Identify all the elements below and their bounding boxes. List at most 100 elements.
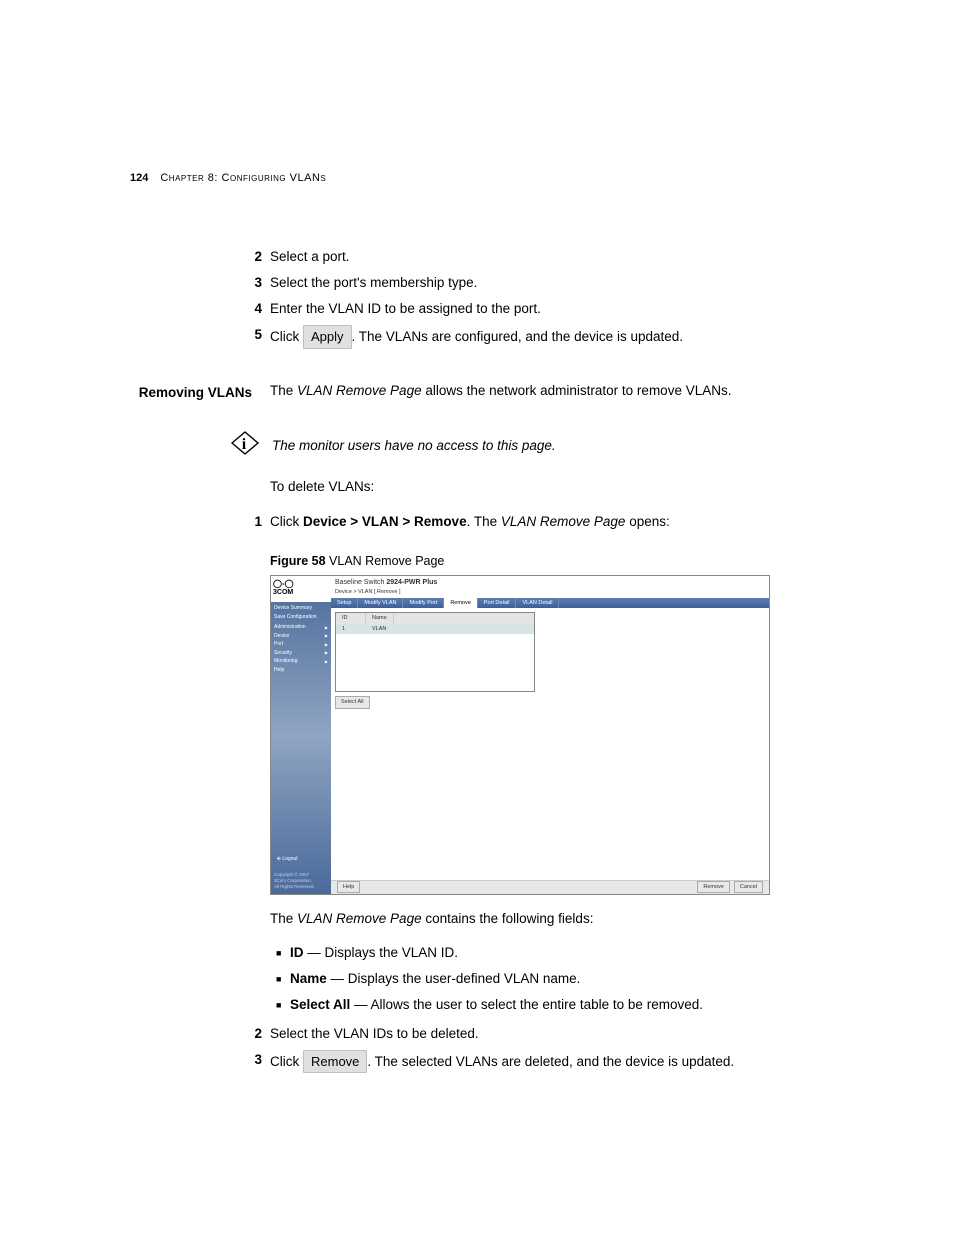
select-all-button[interactable]: Select All [335, 696, 370, 708]
field-item: ■ Name — Displays the user-defined VLAN … [276, 969, 854, 989]
after-figure-text: The VLAN Remove Page contains the follow… [270, 909, 854, 929]
tab-remove[interactable]: Remove [444, 598, 477, 608]
step-number: 4 [244, 299, 262, 319]
ss-breadcrumb: Device > VLAN [ Remove ] [331, 588, 769, 598]
step-mid: . The [467, 514, 501, 529]
intro-post: allows the network administrator to remo… [422, 383, 732, 398]
sidebar-link[interactable]: Device▶ [274, 633, 328, 641]
tab-vlan-detail[interactable]: VLAN Detail [516, 598, 559, 608]
cell-id: 1 [336, 624, 366, 634]
list-row[interactable]: 1 VLAN [336, 624, 534, 634]
copyright-text: Copyright © 2007 3Com Corporation. All R… [274, 872, 315, 890]
field-term: Name [290, 971, 327, 986]
list-header: ID Name [336, 613, 534, 623]
steps-continued: 2 Select a port. 3 Select the port's mem… [270, 247, 854, 349]
chevron-right-icon: ▶ [325, 659, 328, 665]
section-intro: The VLAN Remove Page allows the network … [270, 381, 854, 401]
step-item: 3 Click Remove. The selected VLANs are d… [270, 1050, 854, 1074]
sidebar-link[interactable]: Save Configuration [274, 614, 328, 622]
sidebar-link[interactable]: Administration▶ [274, 624, 328, 632]
step-item: 4 Enter the VLAN ID to be assigned to th… [270, 299, 854, 319]
step-item: 2 Select a port. [270, 247, 854, 267]
step-text: Click Apply. The VLANs are configured, a… [270, 325, 854, 349]
step-post: opens: [625, 514, 669, 529]
step-pre: Click [270, 514, 303, 529]
step-text: Enter the VLAN ID to be assigned to the … [270, 299, 854, 319]
step-number: 3 [244, 1050, 262, 1070]
field-text: Select All — Allows the user to select t… [290, 995, 854, 1015]
sidebar-link[interactable]: Port▶ [274, 641, 328, 649]
svg-text:i: i [242, 436, 247, 453]
cancel-button[interactable]: Cancel [734, 881, 763, 893]
ss-body: ID Name 1 VLAN Select All Help Remove Ca… [331, 608, 769, 893]
field-text: Name — Displays the user-defined VLAN na… [290, 969, 854, 989]
af-post: contains the following fields: [422, 911, 594, 926]
step-text: Click Remove. The selected VLANs are del… [270, 1050, 854, 1074]
ss-product-title: Baseline Switch 2924-PWR Plus [331, 576, 769, 589]
tab-port-detail[interactable]: Port Detail [478, 598, 517, 608]
step-post: . The selected VLANs are deleted, and th… [367, 1054, 734, 1069]
step-item: 5 Click Apply. The VLANs are configured,… [270, 325, 854, 349]
vlan-remove-screenshot: ◯-◯ 3COM Device Summary Save Configurati… [270, 575, 770, 895]
step-number: 2 [244, 247, 262, 267]
step-post: . The VLANs are configured, and the devi… [352, 329, 683, 344]
info-note-text: The monitor users have no access to this… [272, 436, 854, 456]
step-text: Select a port. [270, 247, 854, 267]
section-heading: Removing VLANs [130, 381, 270, 403]
step-number: 3 [244, 273, 262, 293]
step-text: Select the port's membership type. [270, 273, 854, 293]
info-icon: i [228, 429, 272, 463]
step-item: 3 Select the port's membership type. [270, 273, 854, 293]
step-number: 2 [244, 1024, 262, 1044]
ss-sidebar: ◯-◯ 3COM Device Summary Save Configurati… [271, 576, 331, 894]
chevron-right-icon: ▶ [325, 633, 328, 639]
tab-modify-port[interactable]: Modify Port [403, 598, 444, 608]
chapter-title: Chapter 8: Configuring VLANs [160, 170, 326, 187]
step-item: 1 Click Device > VLAN > Remove. The VLAN… [270, 512, 854, 532]
step-text: Click Device > VLAN > Remove. The VLAN R… [270, 512, 854, 532]
ss-logo: ◯-◯ 3COM [271, 576, 331, 603]
field-item: ■ ID — Displays the VLAN ID. [276, 943, 854, 963]
sidebar-link[interactable]: Device Summary [274, 605, 328, 613]
section-removing-vlans: Removing VLANs The VLAN Remove Page allo… [130, 381, 854, 415]
sidebar-link[interactable]: Security▶ [274, 650, 328, 658]
step-number: 5 [244, 325, 262, 345]
remove-button[interactable]: Remove [697, 881, 729, 893]
step-pre: Click [270, 1054, 303, 1069]
field-text: ID — Displays the VLAN ID. [290, 943, 854, 963]
figure-caption: Figure 58 VLAN Remove Page [270, 552, 854, 571]
sidebar-link[interactable]: Monitoring▶ [274, 658, 328, 666]
info-note-row: i The monitor users have no access to th… [228, 429, 854, 463]
sidebar-link[interactable]: Help [274, 667, 328, 675]
field-item: ■ Select All — Allows the user to select… [276, 995, 854, 1015]
ss-tabs: Setup Modify VLAN Modify Port Remove Por… [331, 598, 769, 608]
vlan-listbox[interactable]: ID Name 1 VLAN [335, 612, 535, 692]
tab-modify-vlan[interactable]: Modify VLAN [358, 598, 403, 608]
remove-button-inline: Remove [303, 1050, 367, 1074]
chevron-right-icon: ▶ [325, 650, 328, 656]
figure-title: VLAN Remove Page [326, 554, 445, 568]
bullet-icon: ■ [276, 995, 290, 1015]
field-term: ID [290, 945, 304, 960]
logo-text: 3COM [273, 589, 293, 596]
ss-footer: Help Remove Cancel [331, 880, 769, 894]
logout-link[interactable]: ⎆ Logout [277, 856, 298, 864]
step-item: 2 Select the VLAN IDs to be deleted. [270, 1024, 854, 1044]
chevron-right-icon: ▶ [325, 642, 328, 648]
section-body: The VLAN Remove Page allows the network … [270, 381, 854, 415]
af-pre: The [270, 911, 297, 926]
nav-path: Device > VLAN > Remove [303, 514, 467, 529]
cell-name: VLAN [366, 624, 392, 634]
figure-number: Figure 58 [270, 554, 326, 568]
ss-sidebar-top: Device Summary Save Configuration [274, 605, 328, 621]
col-name: Name [366, 613, 394, 623]
tab-setup[interactable]: Setup [331, 598, 358, 608]
delete-procedure: To delete VLANs: 1 Click Device > VLAN >… [270, 477, 854, 1073]
delete-intro: To delete VLANs: [270, 477, 854, 497]
col-id: ID [336, 613, 366, 623]
step-text: Select the VLAN IDs to be deleted. [270, 1024, 854, 1044]
ss-sidebar-nav: Administration▶ Device▶ Port▶ Security▶ … [274, 624, 328, 674]
help-button[interactable]: Help [337, 881, 360, 893]
apply-button-inline: Apply [303, 325, 352, 349]
chevron-right-icon: ▶ [325, 625, 328, 631]
